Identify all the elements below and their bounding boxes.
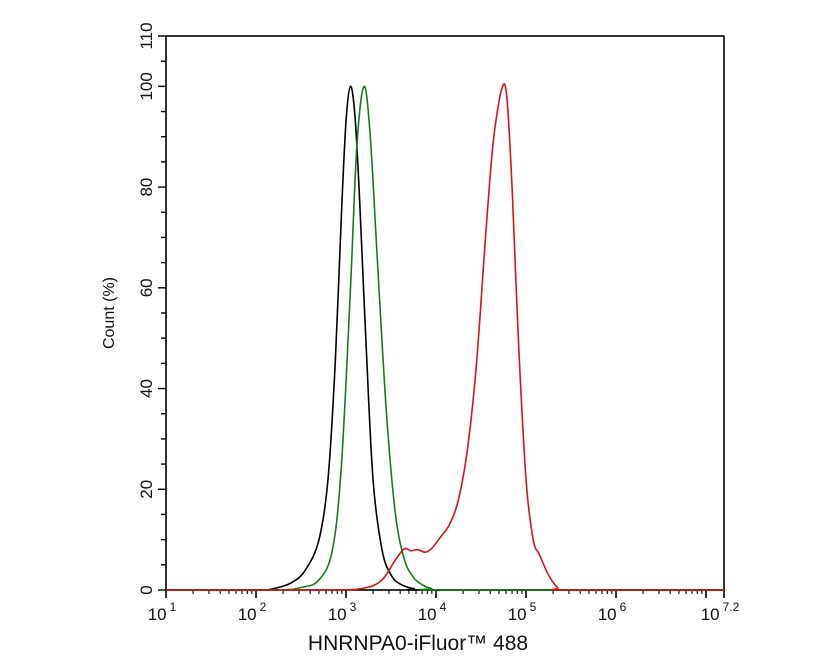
histogram-series-hnrnpa0-antibody [166,83,724,591]
x-tick-label: 10 1 [148,600,177,624]
y-tick-label: 0 [137,585,156,594]
x-tick-label: 10 6 [598,600,627,624]
y-tick-label: 60 [137,278,156,297]
plot-frame [165,35,725,591]
y-tick-label: 20 [137,480,156,499]
x-tick-label: 10 3 [328,600,357,624]
y-tick-label: 80 [137,178,156,197]
series-layer [166,83,724,591]
x-tick-label: 10 2 [238,600,267,624]
y-tick-label: 110 [137,22,156,49]
x-tick-label: 10 7.2 [701,600,740,624]
histogram-series-blank-control [166,85,724,591]
x-tick-label: 10 4 [418,600,447,624]
y-axis-title: Count (%) [101,277,118,349]
y-tick-label: 100 [137,72,156,100]
y-tick-label: 40 [137,379,156,398]
x-axis-title: HNRNPA0-iFluor™ 488 [308,632,528,655]
x-tick-label: 10 5 [508,600,537,624]
y-axis: 0 20 40 60 80 100 110 [137,22,166,595]
x-axis: 10 1 10 2 10 3 10 4 10 5 10 6 10 7.2 [148,590,740,624]
histogram-series-isotype-control [166,85,724,591]
